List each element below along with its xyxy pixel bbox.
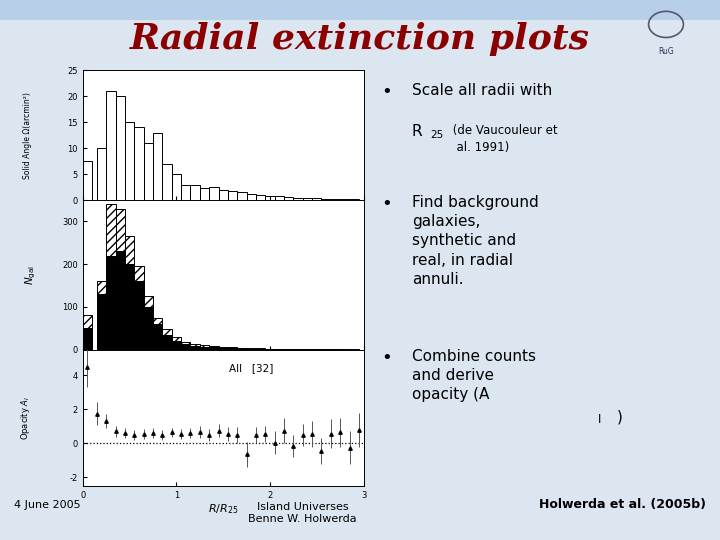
Text: I: I xyxy=(598,413,602,426)
Bar xyxy=(190,343,200,349)
Text: Combine counts
and derive
opacity (A: Combine counts and derive opacity (A xyxy=(412,349,536,402)
Bar xyxy=(143,143,153,200)
Text: R: R xyxy=(412,124,423,139)
Bar xyxy=(162,329,171,349)
Text: ): ) xyxy=(617,409,623,424)
Bar xyxy=(115,252,125,349)
Bar xyxy=(153,132,162,200)
Text: RuG: RuG xyxy=(658,47,674,56)
Text: Scale all radii with: Scale all radii with xyxy=(412,83,552,98)
Bar xyxy=(312,198,322,200)
Bar xyxy=(96,281,107,349)
Bar xyxy=(115,96,125,200)
Bar xyxy=(115,208,125,349)
Bar xyxy=(200,347,210,349)
Y-axis label: $N_\mathrm{gal}$: $N_\mathrm{gal}$ xyxy=(24,265,38,285)
Bar xyxy=(330,199,340,200)
Bar xyxy=(219,348,228,349)
Text: 25: 25 xyxy=(431,131,444,140)
Bar xyxy=(181,342,190,349)
Text: •: • xyxy=(381,83,392,100)
Bar xyxy=(171,337,181,349)
Bar xyxy=(153,324,162,349)
Bar xyxy=(107,255,115,349)
X-axis label: $R/R_{25}$: $R/R_{25}$ xyxy=(208,503,238,516)
Bar xyxy=(246,194,256,200)
Bar xyxy=(107,205,115,349)
Text: Holwerda et al. (2005b): Holwerda et al. (2005b) xyxy=(539,498,706,511)
Bar xyxy=(200,345,210,349)
Bar xyxy=(162,335,171,349)
Bar xyxy=(134,127,143,200)
Text: (de Vaucouleur et
  al. 1991): (de Vaucouleur et al. 1991) xyxy=(449,124,558,154)
Y-axis label: Opacity $A_I$: Opacity $A_I$ xyxy=(19,396,32,440)
Bar xyxy=(274,197,284,200)
Bar xyxy=(0,0,720,19)
Bar xyxy=(256,348,265,349)
Bar xyxy=(237,348,246,349)
Bar xyxy=(134,266,143,349)
Bar xyxy=(83,315,92,349)
Bar xyxy=(162,164,171,200)
Y-axis label: Solid Angle Ω(arcmin²): Solid Angle Ω(arcmin²) xyxy=(23,92,32,179)
Bar xyxy=(181,185,190,200)
Bar xyxy=(125,122,134,200)
Bar xyxy=(107,91,115,200)
Text: •: • xyxy=(381,195,392,213)
Bar xyxy=(83,328,92,349)
Bar xyxy=(340,199,350,200)
Bar xyxy=(237,348,246,349)
Bar xyxy=(246,348,256,349)
Text: All   [32]: All [32] xyxy=(229,363,273,373)
Bar xyxy=(83,161,92,200)
Bar xyxy=(190,346,200,349)
Bar xyxy=(96,294,107,349)
Text: •: • xyxy=(381,349,392,367)
Bar xyxy=(321,199,330,200)
Bar xyxy=(134,281,143,349)
Bar xyxy=(265,196,275,200)
Bar xyxy=(237,192,246,200)
Bar xyxy=(228,191,238,200)
Bar xyxy=(143,296,153,349)
Bar xyxy=(228,347,238,349)
Bar xyxy=(153,318,162,349)
Bar xyxy=(209,346,219,349)
Bar xyxy=(181,345,190,349)
Bar xyxy=(209,187,219,200)
Text: 4 June 2005: 4 June 2005 xyxy=(14,500,81,510)
Bar xyxy=(143,307,153,349)
Bar xyxy=(350,199,359,200)
Text: Find background
galaxies,
synthetic and
real, in radial
annuli.: Find background galaxies, synthetic and … xyxy=(412,195,539,287)
Bar xyxy=(256,195,265,200)
Bar xyxy=(190,185,200,200)
Text: Island Universes
Benne W. Holwerda: Island Universes Benne W. Holwerda xyxy=(248,502,356,524)
Bar xyxy=(171,341,181,349)
Bar xyxy=(125,264,134,349)
Bar xyxy=(219,347,228,349)
Bar xyxy=(171,174,181,200)
Bar xyxy=(200,188,210,200)
Bar xyxy=(284,197,294,200)
Bar xyxy=(209,347,219,349)
Bar xyxy=(96,148,107,200)
Bar xyxy=(302,198,312,200)
Bar xyxy=(125,237,134,349)
Text: Radial extinction plots: Radial extinction plots xyxy=(130,22,590,56)
Bar xyxy=(219,190,228,200)
Bar xyxy=(228,348,238,349)
Bar xyxy=(294,198,302,200)
